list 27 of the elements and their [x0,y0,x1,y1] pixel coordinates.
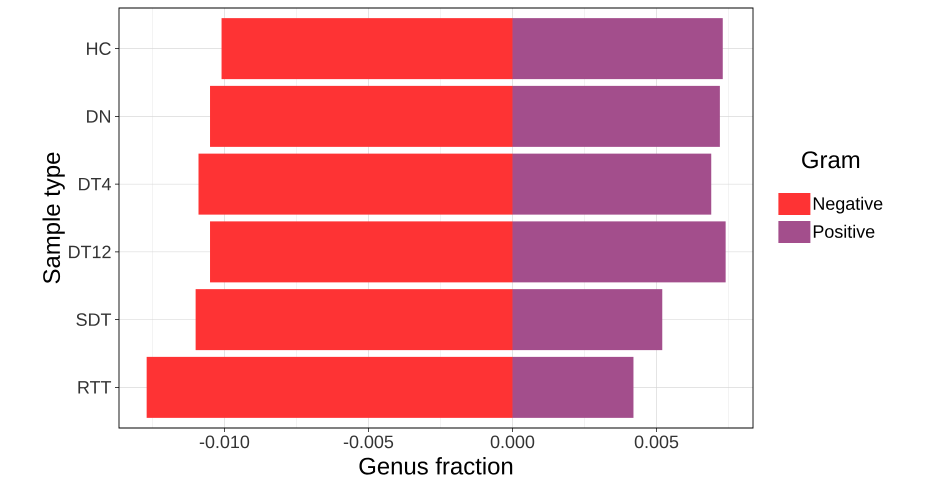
bar [146,356,512,418]
x-axis-title: Genus fraction [359,457,512,475]
bar [512,356,634,418]
bar [196,289,512,350]
y-tick-label: RTT [78,381,112,394]
y-tick-label: DN [87,110,110,123]
x-tick-label: 0.000 [490,436,534,448]
bar [512,221,726,282]
bar [222,18,512,80]
legend-label: Positive [814,224,874,238]
y-tick-label: DT4 [79,178,111,190]
x-tick-label: 0.005 [634,436,678,448]
legend-title: Gram [802,151,860,168]
y-tick-label: HC [87,42,111,55]
x-tick-label: -0.005 [344,436,394,448]
bar [198,154,512,215]
bar [210,86,512,147]
bar [512,18,723,80]
bar [512,289,662,350]
bar [512,154,712,215]
bar [512,86,720,147]
x-tick-label: -0.010 [200,436,250,448]
y-tick-label: DT12 [69,246,111,258]
legend-label: Negative [814,196,882,214]
y-axis-title: Sample type [42,152,65,284]
bar [210,221,512,282]
y-tick-label: SDT [76,313,112,326]
